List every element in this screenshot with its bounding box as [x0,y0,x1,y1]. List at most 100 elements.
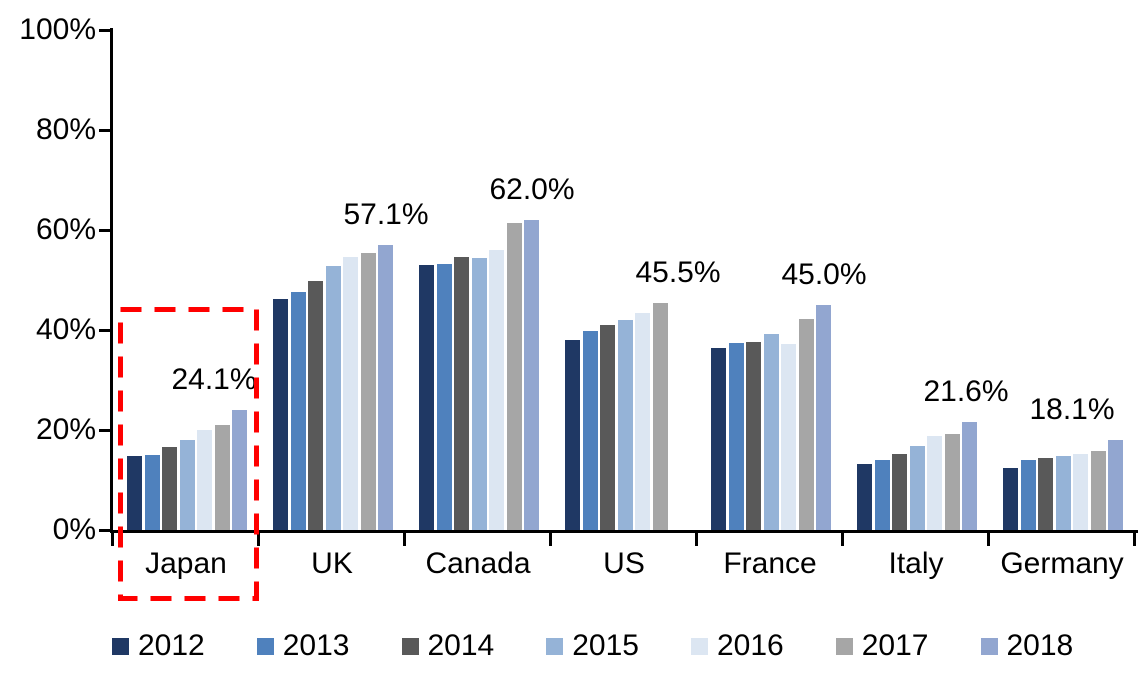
bar-france-2014 [746,342,761,530]
category-label-us: US [603,547,645,580]
bar-italy-2015 [909,446,925,530]
category-label-japan: Japan [145,547,227,580]
x-tick [403,533,406,546]
y-tick [99,229,110,232]
y-tick-label: 80% [35,113,96,146]
value-label-uk: 57.1% [343,197,429,231]
bar-italy-2016 [927,435,942,530]
bar-japan-2012 [127,456,142,530]
bar-canada-2015 [471,258,487,530]
bar-france-2013 [728,342,744,530]
bar-france-2016 [781,343,796,530]
x-tick [549,533,552,546]
bar-us-2015 [617,320,633,530]
legend-item-2015: 2015 [546,628,639,664]
legend-item-label: 2012 [138,629,205,662]
legend-swatch-2018 [980,637,998,655]
y-axis-line [110,28,113,533]
category-label-italy: Italy [888,547,944,580]
bar-us-2012 [565,340,580,530]
bar-france-2018 [816,305,831,530]
value-label-us: 45.5% [635,255,721,289]
x-axis-line [110,530,1138,533]
legend-swatch-2015 [546,637,564,655]
bar-uk-2014 [308,281,323,530]
legend-swatch-2013 [256,637,274,655]
legend-item-label: 2013 [282,629,350,662]
category-label-uk: UK [311,547,353,580]
bar-france-2012 [711,348,726,530]
bar-italy-2018 [962,422,977,530]
x-tick [111,533,114,546]
legend-swatch-2012 [112,637,129,655]
y-tick [99,29,110,32]
legend-item-label: 2015 [572,629,639,662]
bar-japan-2015 [179,440,195,530]
value-label-japan: 24.1% [171,362,257,396]
x-tick [1133,533,1136,546]
legend-item-2016: 2016 [691,628,784,664]
y-tick-label: 20% [35,413,96,446]
legend-item-2018: 2018 [980,628,1074,664]
bar-us-2013 [582,331,598,530]
bar-canada-2017 [506,223,522,530]
value-label-canada: 62.0% [489,173,575,206]
x-tick [257,533,260,546]
bar-japan-2014 [162,447,177,530]
value-label-italy: 21.6% [923,375,1009,408]
bar-germany-2012 [1003,467,1018,530]
bar-france-2015 [763,333,779,530]
y-tick-label: 0% [52,513,96,546]
value-label-germany: 18.1% [1029,392,1115,426]
bar-italy-2012 [857,463,872,530]
y-tick-label: 40% [35,313,96,346]
bar-uk-2012 [273,299,288,530]
bar-japan-2017 [214,425,230,530]
bar-uk-2013 [290,292,306,530]
y-tick-label: 100% [19,13,96,46]
x-tick [841,533,844,546]
y-tick [99,129,110,132]
bar-canada-2018 [524,220,539,530]
legend-item-label: 2016 [717,629,784,662]
bar-japan-2013 [144,455,160,530]
bar-germany-2015 [1055,456,1071,530]
bar-us-2016 [635,313,650,530]
bar-italy-2013 [874,459,890,530]
y-tick [99,429,110,432]
legend-item-label: 2017 [861,629,929,662]
legend-item-2012: 2012 [112,628,205,664]
bar-canada-2016 [489,250,504,530]
x-tick [987,533,990,546]
bar-us-2017 [652,302,668,530]
bar-uk-2018 [378,244,393,530]
legend-swatch-2016 [691,637,708,655]
bar-uk-2017 [360,252,376,530]
x-tick [695,533,698,546]
bar-japan-2018 [232,409,247,530]
bar-germany-2014 [1038,458,1053,530]
bar-uk-2016 [343,257,358,530]
bar-canada-2013 [436,263,452,530]
legend-swatch-2014 [401,637,419,655]
legend-item-2014: 2014 [401,628,495,664]
bar-canada-2014 [454,256,469,530]
category-label-germany: Germany [1000,547,1124,580]
bar-germany-2017 [1090,451,1106,530]
bar-italy-2017 [944,434,960,530]
bar-canada-2012 [419,265,434,530]
category-label-france: France [723,547,817,580]
legend-item-2017: 2017 [835,628,929,664]
bar-germany-2018 [1108,439,1123,530]
value-label-france: 45.0% [781,258,867,291]
legend-item-label: 2018 [1006,629,1074,662]
legend: 2012 2013 2014 2015 2016 2017 2018 [112,627,1073,665]
bar-germany-2016 [1073,453,1088,530]
legend-item-label: 2014 [427,629,495,662]
bar-france-2017 [798,319,814,530]
bar-uk-2015 [325,265,341,530]
legend-swatch-2017 [835,637,853,655]
legend-item-2013: 2013 [256,628,350,664]
bar-japan-2016 [197,429,212,530]
